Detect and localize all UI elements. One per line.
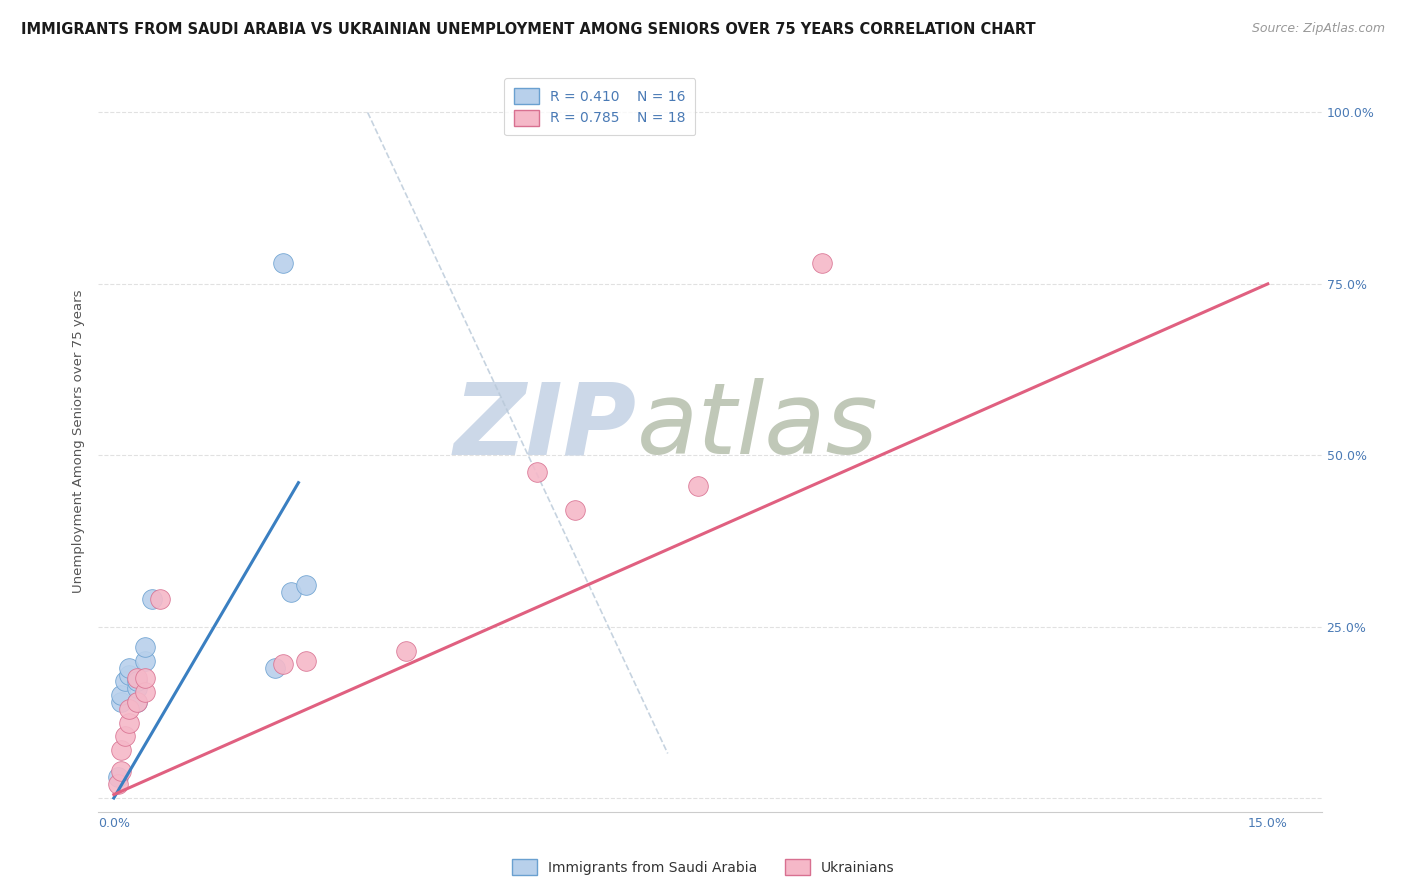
Point — [125, 671, 148, 685]
Point — [295, 578, 318, 592]
Point — [271, 657, 294, 672]
Point — [125, 674, 148, 689]
Point — [114, 674, 136, 689]
Point — [114, 729, 136, 743]
Point — [395, 643, 418, 657]
Point — [134, 654, 156, 668]
Legend: R = 0.410    N = 16, R = 0.785    N = 18: R = 0.410 N = 16, R = 0.785 N = 18 — [505, 78, 696, 136]
Point — [295, 654, 318, 668]
Point — [125, 681, 148, 696]
Text: Source: ZipAtlas.com: Source: ZipAtlas.com — [1251, 22, 1385, 36]
Point — [149, 592, 172, 607]
Point — [526, 466, 548, 480]
Point — [118, 667, 141, 681]
Point — [125, 695, 148, 709]
Y-axis label: Unemployment Among Seniors over 75 years: Unemployment Among Seniors over 75 years — [72, 290, 86, 593]
Point — [110, 764, 132, 778]
Point — [118, 661, 141, 675]
Point — [134, 671, 156, 685]
Point — [271, 256, 294, 270]
Point — [118, 702, 141, 716]
Point — [107, 771, 129, 785]
Point — [280, 585, 302, 599]
Point — [110, 743, 132, 757]
Point — [125, 695, 148, 709]
Point — [110, 695, 132, 709]
Point — [264, 661, 287, 675]
Point — [688, 479, 710, 493]
Text: atlas: atlas — [637, 378, 879, 475]
Point — [134, 685, 156, 699]
Point — [118, 715, 141, 730]
Text: ZIP: ZIP — [454, 378, 637, 475]
Legend: Immigrants from Saudi Arabia, Ukrainians: Immigrants from Saudi Arabia, Ukrainians — [506, 854, 900, 880]
Point — [564, 503, 586, 517]
Point — [810, 256, 832, 270]
Point — [107, 777, 129, 791]
Point — [141, 592, 163, 607]
Point — [134, 640, 156, 655]
Text: IMMIGRANTS FROM SAUDI ARABIA VS UKRAINIAN UNEMPLOYMENT AMONG SENIORS OVER 75 YEA: IMMIGRANTS FROM SAUDI ARABIA VS UKRAINIA… — [21, 22, 1036, 37]
Point — [110, 688, 132, 702]
